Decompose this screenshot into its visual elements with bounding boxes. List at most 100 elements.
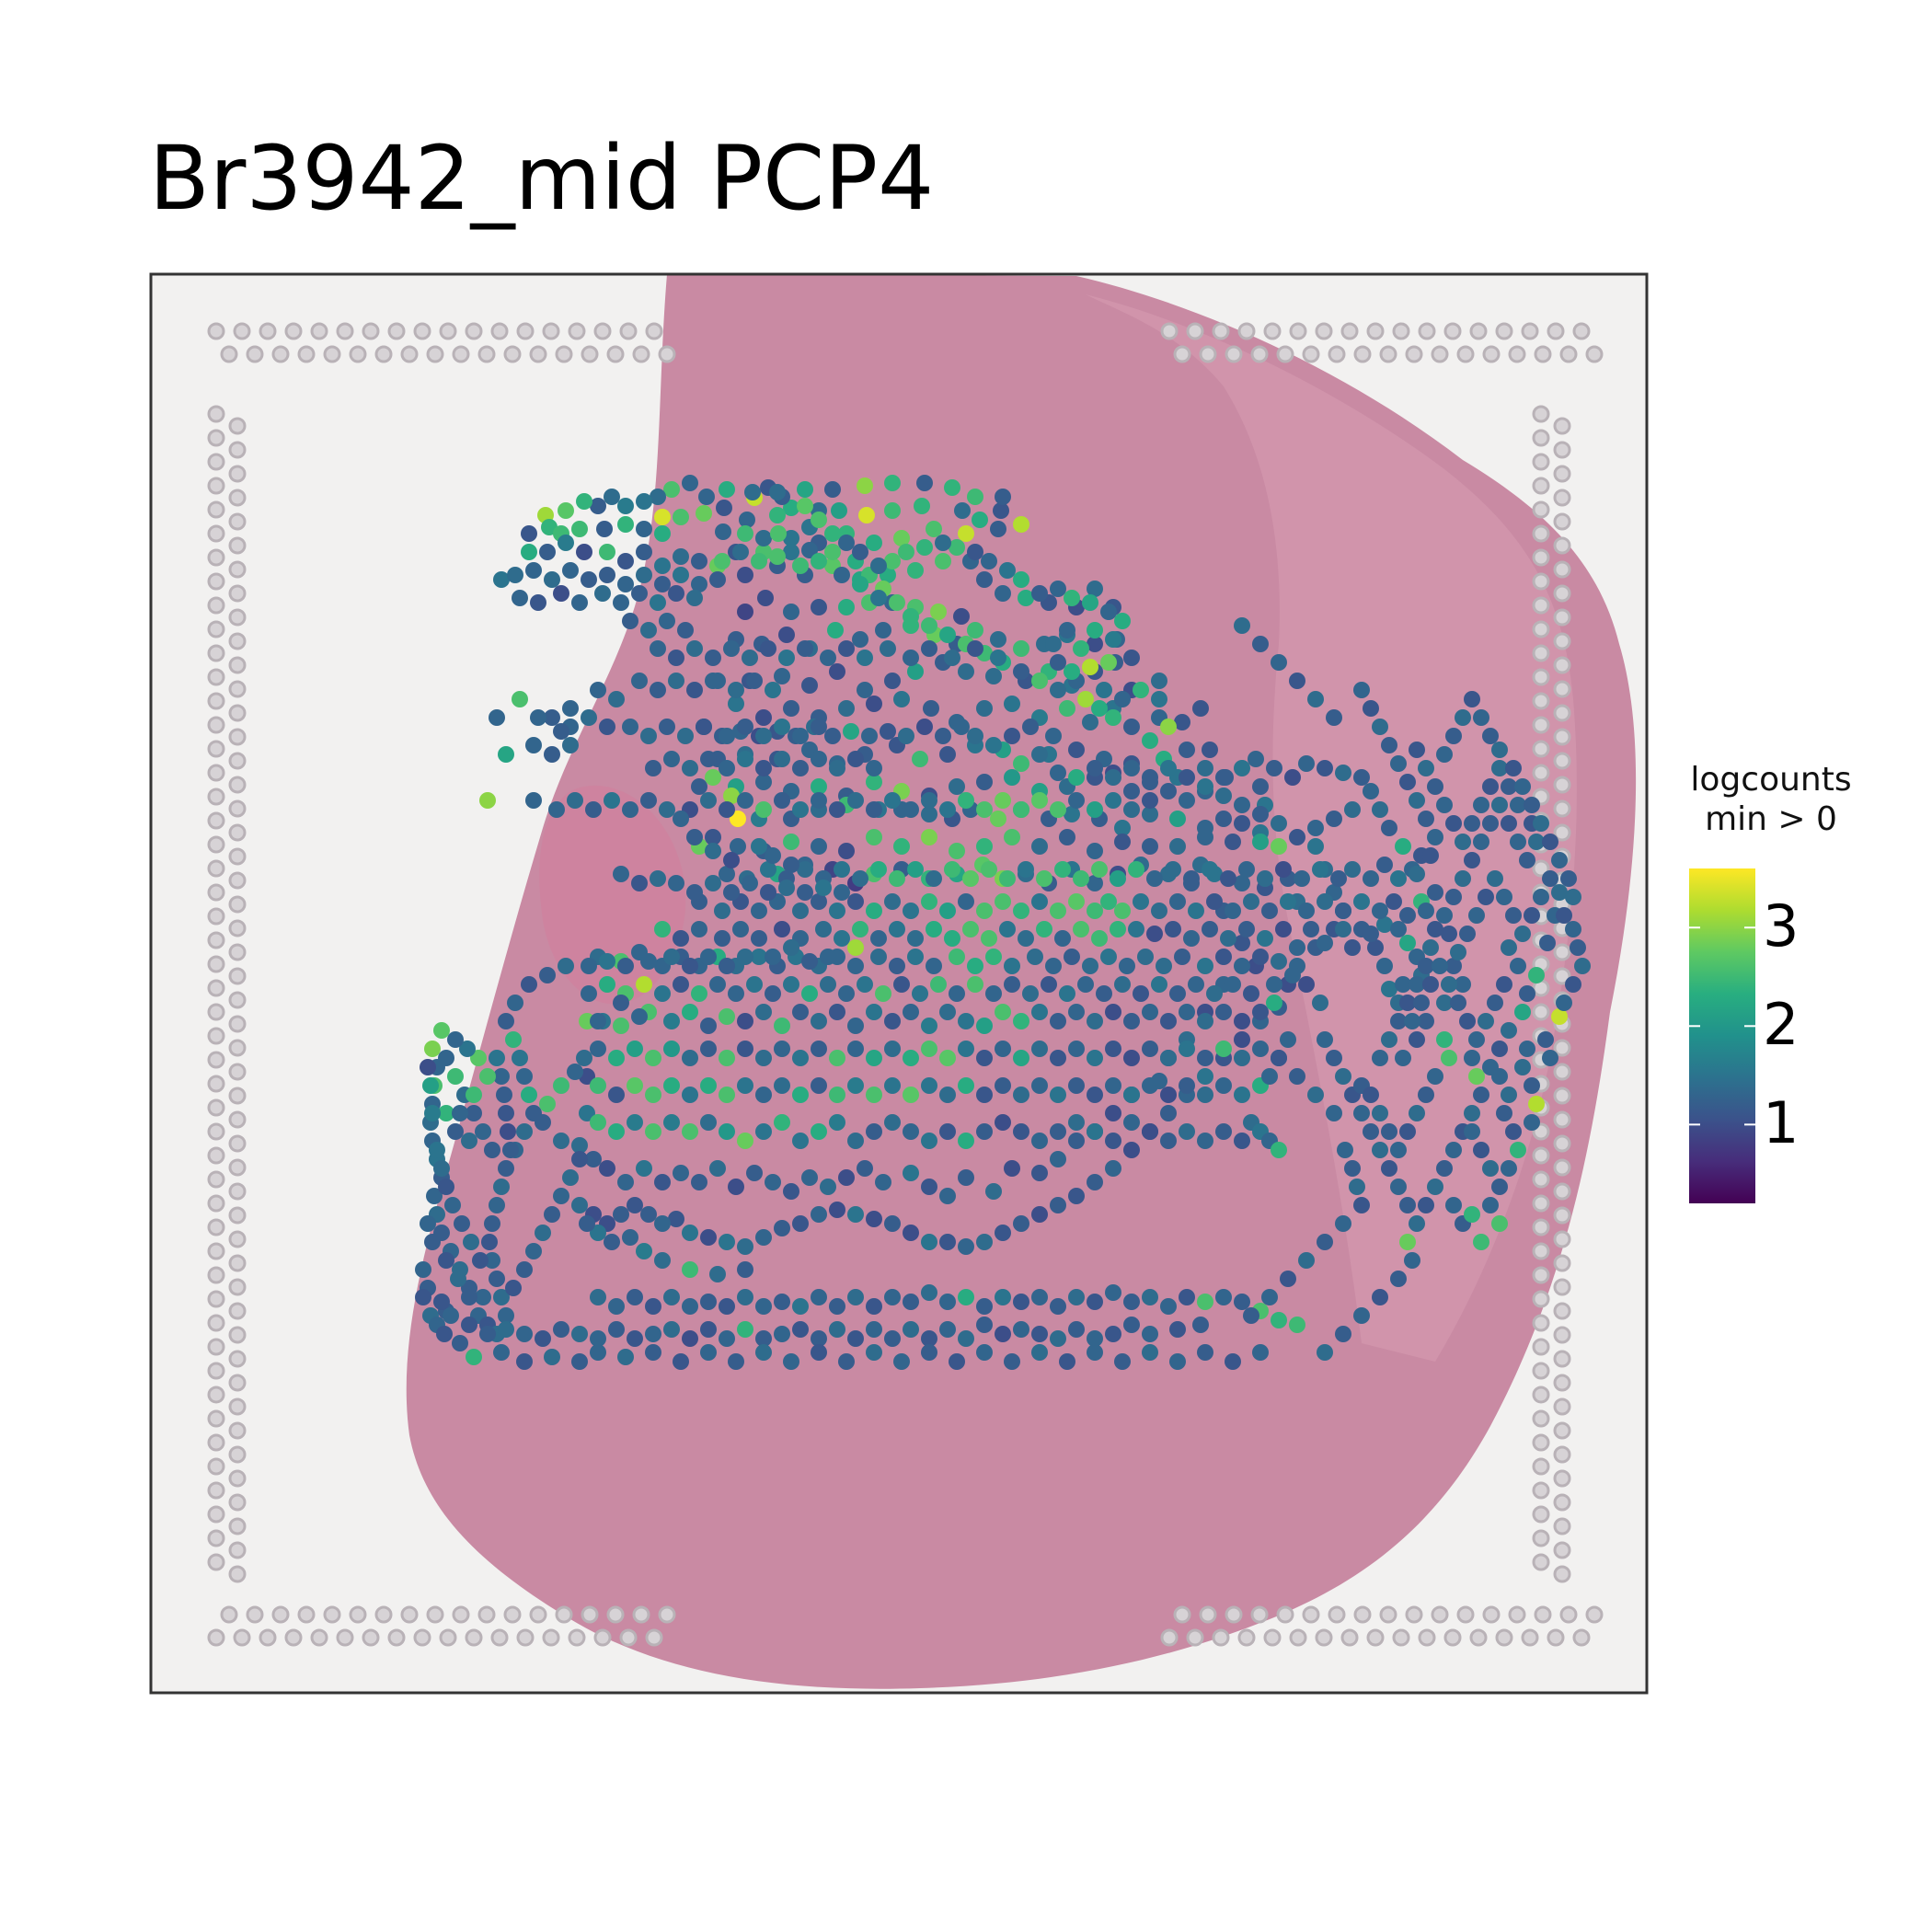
- spot: [829, 903, 845, 919]
- spot: [1464, 1105, 1480, 1121]
- spot: [599, 953, 615, 970]
- spot: [1036, 921, 1052, 937]
- fiducial-spot: [1250, 1605, 1269, 1624]
- spot: [1524, 907, 1540, 924]
- spot: [990, 811, 1006, 827]
- fiducial-spot: [645, 1628, 663, 1647]
- spot: [723, 852, 740, 868]
- spot: [1082, 659, 1098, 675]
- spot: [1234, 760, 1250, 776]
- spot: [1151, 691, 1167, 707]
- spot: [696, 719, 712, 735]
- fiducial-spot: [516, 1628, 535, 1647]
- spot: [1004, 829, 1020, 845]
- spot: [1068, 1289, 1085, 1305]
- spot: [498, 1160, 514, 1177]
- fiducial-spot: [228, 799, 247, 818]
- spot: [903, 801, 919, 818]
- spot: [999, 870, 1016, 887]
- spot: [1280, 893, 1296, 910]
- spot: [884, 475, 901, 491]
- fiducial-spot: [259, 1628, 277, 1647]
- spot: [755, 760, 772, 776]
- spot: [1390, 1271, 1407, 1287]
- spot: [553, 1188, 569, 1204]
- fiducial-spot: [568, 322, 586, 340]
- spot: [939, 1123, 956, 1140]
- spot: [719, 760, 735, 776]
- spot: [663, 1289, 680, 1305]
- spot: [847, 792, 864, 809]
- spot: [1381, 1123, 1397, 1140]
- spot: [1445, 728, 1462, 744]
- spot: [1114, 613, 1131, 629]
- spot: [682, 1225, 698, 1241]
- spot: [1022, 719, 1039, 735]
- fiducial-spot: [1553, 1278, 1571, 1296]
- fiducial-spot: [207, 835, 225, 854]
- spot: [433, 1160, 450, 1177]
- spot: [976, 571, 993, 588]
- spot: [484, 1252, 500, 1269]
- fiducial-spot: [1553, 1206, 1571, 1225]
- spot: [939, 1004, 956, 1020]
- spot: [811, 719, 827, 735]
- spot: [1501, 815, 1517, 832]
- spot: [985, 737, 1002, 753]
- spot: [958, 893, 974, 910]
- spot: [1372, 1142, 1388, 1158]
- spot: [1031, 585, 1048, 602]
- spot: [1123, 1317, 1140, 1333]
- fiducial-spot: [1276, 345, 1294, 363]
- spot: [1050, 581, 1066, 597]
- spot: [1160, 1050, 1177, 1066]
- spot: [1215, 1123, 1232, 1140]
- spot: [1073, 921, 1089, 937]
- spot: [645, 760, 661, 776]
- spot: [921, 1234, 937, 1250]
- fiducial-spot: [1532, 1242, 1550, 1260]
- spot: [1445, 958, 1462, 974]
- fiducial-spot: [1553, 1493, 1571, 1512]
- spot: [1501, 1160, 1517, 1177]
- spot: [1399, 774, 1416, 790]
- spot: [700, 1344, 717, 1361]
- spot: [1257, 930, 1273, 947]
- spot: [1473, 1234, 1489, 1250]
- fiducial-spot: [228, 967, 247, 985]
- spot: [426, 1188, 443, 1204]
- spot: [691, 1174, 707, 1190]
- spot: [1169, 893, 1186, 910]
- spot: [558, 502, 574, 519]
- fiducial-spot: [1353, 345, 1372, 363]
- spot: [1381, 1160, 1397, 1177]
- spot: [1482, 1160, 1499, 1177]
- spot: [1510, 834, 1526, 850]
- spot: [1179, 1289, 1195, 1305]
- spot: [1307, 1087, 1324, 1103]
- fiducial-spot: [1532, 716, 1550, 734]
- spot: [1045, 958, 1062, 974]
- spot: [1390, 755, 1407, 772]
- fiducial-spot: [1553, 1326, 1571, 1344]
- spot: [1271, 1142, 1287, 1158]
- spot: [1160, 719, 1177, 735]
- spot: [1326, 811, 1342, 827]
- spot: [792, 1004, 809, 1020]
- spot: [1220, 870, 1236, 887]
- spot: [995, 893, 1011, 910]
- spot: [539, 544, 556, 560]
- fiducial-spot: [1289, 322, 1307, 340]
- spot: [1050, 1197, 1066, 1213]
- spot: [1372, 801, 1388, 818]
- fiducial-spot: [1553, 1182, 1571, 1201]
- spot: [682, 1050, 698, 1066]
- fiducial-spot: [1418, 322, 1436, 340]
- spot: [1123, 1294, 1140, 1310]
- spot: [1133, 682, 1149, 698]
- spot: [1123, 650, 1140, 666]
- spot: [1087, 636, 1103, 652]
- spot: [663, 1114, 680, 1131]
- spot: [627, 1289, 643, 1305]
- spot: [1091, 861, 1108, 878]
